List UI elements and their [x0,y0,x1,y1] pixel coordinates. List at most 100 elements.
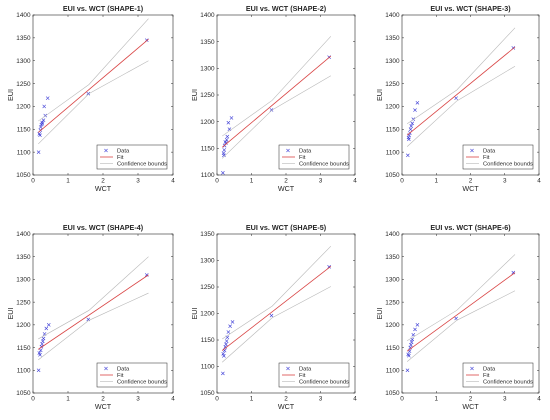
legend-entry: Confidence bounds [483,162,533,168]
legend-entry: Data [299,367,312,373]
data-point [36,368,41,373]
fit-line [37,38,149,133]
x-tick-label: 2 [101,178,105,185]
data-point [38,133,42,138]
y-axis-label: EUI [6,308,15,320]
fit-line [221,266,332,351]
x-tick-label: 2 [101,396,105,403]
data-point [40,121,45,126]
x-tick-label: 1 [66,178,70,185]
data-point [409,340,414,344]
y-tick-label: 1300 [385,277,400,284]
legend-entry: Fit [483,155,490,161]
x-axis-label: WCT [462,402,479,411]
data-point [40,339,45,344]
confidence-bound-upper [406,27,516,125]
chart-title: EUI vs. WCT (SHAPE-6) [430,223,511,232]
legend-entry: Confidence bounds [117,162,167,168]
data-point [41,336,46,341]
x-axis-label: WCT [462,184,479,193]
data-point [38,353,42,357]
legend-entry: Fit [117,155,124,161]
data-point [46,323,51,327]
data-point [224,137,229,142]
data-point [221,351,226,356]
data-point [42,104,47,109]
data-point [230,320,235,324]
y-tick-label: 1250 [16,299,31,306]
data-point [38,125,43,129]
y-tick-label: 1100 [17,367,31,374]
y-tick-label: 1250 [385,81,400,88]
data-point [221,371,225,376]
data-point [225,134,230,139]
data-point [223,345,228,349]
chart-title: EUI vs. WCT (SHAPE-3) [430,4,511,13]
x-tick-label: 4 [353,396,357,403]
legend-data-marker [286,148,290,153]
legend-data-marker [286,366,290,371]
y-tick-label: 1200 [16,104,31,111]
data-point [411,333,416,337]
y-tick-label: 1100 [201,172,215,179]
data-point [224,342,228,347]
x-tick-label: 3 [319,396,323,403]
legend-entry: Data [483,367,496,373]
data-point [410,121,415,126]
x-tick-label: 3 [503,396,507,403]
x-tick-label: 0 [31,178,35,185]
data-point [38,348,43,353]
data-point [222,148,227,152]
subplot-4: 0 1 2 3 4 1050 1100 1150 1200 1250 1300 1350 1400 EUI… [6,223,175,411]
legend-data-marker [104,148,108,153]
legend-entry: Confidence bounds [299,380,349,386]
data-point [221,171,225,175]
x-tick-label: 0 [400,396,404,403]
x-tick-label: 2 [469,396,473,403]
data-point [415,100,420,105]
x-tick-label: 2 [469,178,473,185]
x-axis-label: WCT [278,402,295,411]
y-tick-label: 1050 [200,390,215,397]
legend-entry: Fit [299,373,306,379]
x-tick-label: 4 [171,178,175,185]
y-tick-label: 1150 [386,345,400,352]
y-tick-label: 1250 [16,81,31,88]
y-tick-label: 1300 [200,66,215,73]
confidence-bound-lower [406,65,516,147]
y-tick-label: 1100 [17,149,31,156]
chart-title: EUI vs. WCT (SHAPE-4) [63,223,144,232]
y-tick-label: 1400 [16,12,31,19]
y-tick-label: 1350 [200,39,215,46]
x-tick-label: 3 [503,178,507,185]
data-point [45,96,50,101]
confidence-bound-upper [38,18,149,122]
y-tick-label: 1300 [385,58,400,65]
legend-entry: Data [117,367,130,373]
confidence-bound-upper [222,245,332,340]
y-tick-label: 1400 [385,231,400,238]
subplot-1: 0 1 2 3 4 1050 1100 1150 1200 1250 1300 1350 1400 EUI… [6,4,175,193]
confidence-bound-upper [222,36,332,137]
data-point [407,353,411,358]
y-tick-label: 1400 [385,12,400,19]
data-point [409,124,414,128]
data-point [406,153,410,158]
data-point [224,141,228,145]
x-tick-label: 0 [215,178,219,185]
x-tick-label: 1 [434,396,438,403]
y-tick-label: 1150 [386,126,400,133]
x-tick-label: 2 [284,178,288,185]
data-point [40,342,44,346]
data-point [226,120,231,125]
data-point [144,273,149,277]
legend-entry: Confidence bounds [299,162,349,168]
y-axis-label: EUI [375,89,384,101]
y-tick-label: 1350 [385,254,400,261]
y-tick-label: 1200 [200,311,215,318]
y-tick-label: 1200 [385,322,400,329]
legend-entry: Confidence bounds [483,380,533,386]
